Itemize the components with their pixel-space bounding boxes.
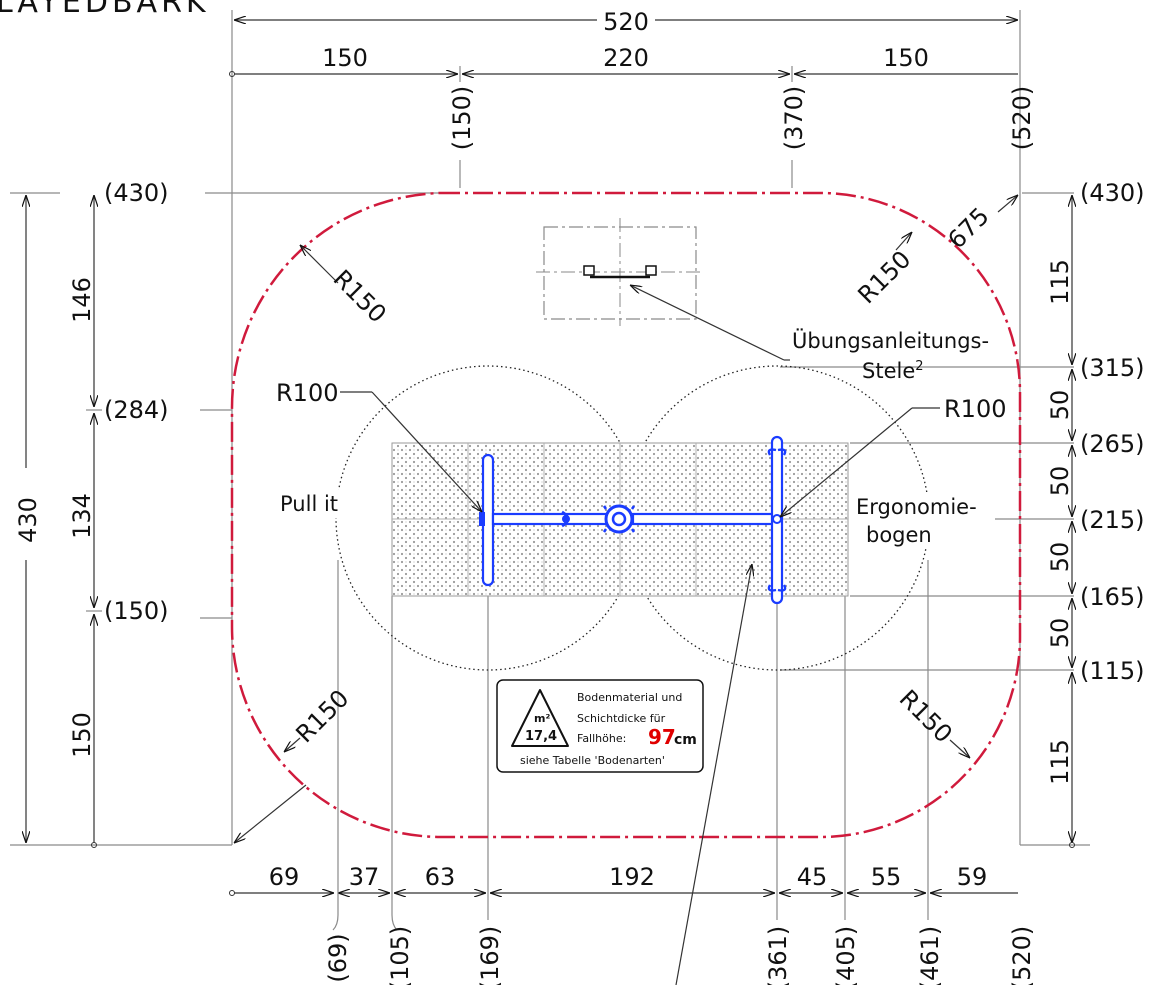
stele-label-line1: Übungsanleitungs- [792,328,989,353]
info-line-2: Schichtdicke für [577,712,666,725]
circle-radius-label-left: R100 [276,379,338,407]
overall-width-dimension: 520 [603,8,649,36]
bottom-coordinate-label: (461) [916,926,944,985]
bottom-coordinate-label: (69) [324,933,352,982]
bottom-segment-dimension: 69 [269,863,300,891]
stele-label-superscript: 2 [915,359,923,374]
top-coordinate-label: (370) [780,86,808,151]
right-dimensions: 115 50 50 50 50 115 (430) (315) (265) (2… [780,179,1145,848]
left-dimensions: 430 146 134 150 (430) (284) (150) [10,179,440,848]
radius-label-top-right: R150 [852,245,916,309]
equipment-label-ergonomie: Ergonomie- [856,495,977,519]
radius-label-bottom-right: R150 [894,684,958,748]
top-segment-dimension: 150 [322,44,368,72]
area-value: 17,4 [525,729,557,744]
equipment-label-bogen: bogen [866,523,932,547]
fall-height-unit: cm [674,732,697,748]
circle-radius-label-right: R100 [944,395,1006,423]
bottom-coordinate-label: (361) [764,926,792,985]
top-segment-dimension: 150 [883,44,929,72]
right-coordinate-label: (165) [1080,583,1145,611]
diagonal-dimension-label: 675 [942,202,994,254]
right-segment-dimension: 50 [1046,390,1074,421]
bottom-coordinate-label: (169) [476,926,504,985]
safety-zone-outline [230,191,1022,839]
stele-label-line2: Stele2 [862,359,924,383]
right-segment-dimension: 50 [1046,618,1074,649]
bottom-segment-dimension: 55 [871,863,902,891]
right-segment-dimension: 115 [1046,259,1074,305]
right-coordinate-label: (430) [1080,179,1145,207]
right-segment-dimension: 50 [1046,466,1074,497]
info-line-4: siehe Tabelle 'Bodenarten' [520,754,665,767]
bottom-coordinate-label: (520) [1008,926,1036,985]
right-coordinate-label: (215) [1080,506,1145,534]
bottom-segment-dimension: 63 [425,863,456,891]
equipment-label-pull-it: Pull it [280,492,338,516]
left-segment-dimension: 134 [68,493,96,539]
bottom-segment-dimension: 192 [609,863,655,891]
stele-label-text: Stele [862,359,915,383]
top-coordinate-label: (520) [1008,86,1036,151]
left-segment-dimension: 146 [68,277,96,323]
left-segment-dimension: 150 [68,712,96,758]
overall-height-dimension: 430 [14,497,42,543]
radius-label-top-left: R150 [328,264,392,328]
top-segment-dimension: 220 [603,44,649,72]
area-unit: m² [534,712,550,725]
bottom-segment-dimension: 37 [349,863,380,891]
top-dimensions: 520 150 220 150 (150) (370) (520) [229,8,1036,845]
right-segment-dimension: 50 [1046,542,1074,573]
info-line-3: Fallhöhe: [577,732,626,745]
surface-info-box: m² 17,4 Bodenmaterial und Schichtdicke f… [496,679,704,773]
top-coordinate-label: (150) [448,86,476,151]
left-coordinate-label: (150) [104,597,169,625]
bottom-coordinate-label: (405) [832,926,860,985]
right-segment-dimension: 115 [1046,739,1074,785]
bottom-segment-dimension: 59 [957,863,988,891]
radius-label-bottom-left: R150 [290,684,354,748]
right-coordinate-label: (115) [1080,657,1145,685]
fitness-equipment [479,435,787,605]
annotation-leaders [340,285,940,985]
left-coordinate-label: (284) [104,396,169,424]
right-coordinate-label: (315) [1080,354,1145,382]
bottom-dimensions: 69 37 63 192 45 55 59 (69) (105) (169) (… [229,520,1036,985]
area-triangle-icon [511,689,569,747]
right-coordinate-label: (265) [1080,430,1145,458]
bottom-segment-dimension: 45 [797,863,828,891]
instruction-stele [536,218,704,326]
header-title-fragment: LAYEDBARK [0,0,210,20]
left-coordinate-label: (430) [104,179,169,207]
info-line-1: Bodenmaterial und [577,691,682,704]
fall-height-value: 97 [648,725,676,749]
bottom-coordinate-label: (105) [386,926,414,985]
